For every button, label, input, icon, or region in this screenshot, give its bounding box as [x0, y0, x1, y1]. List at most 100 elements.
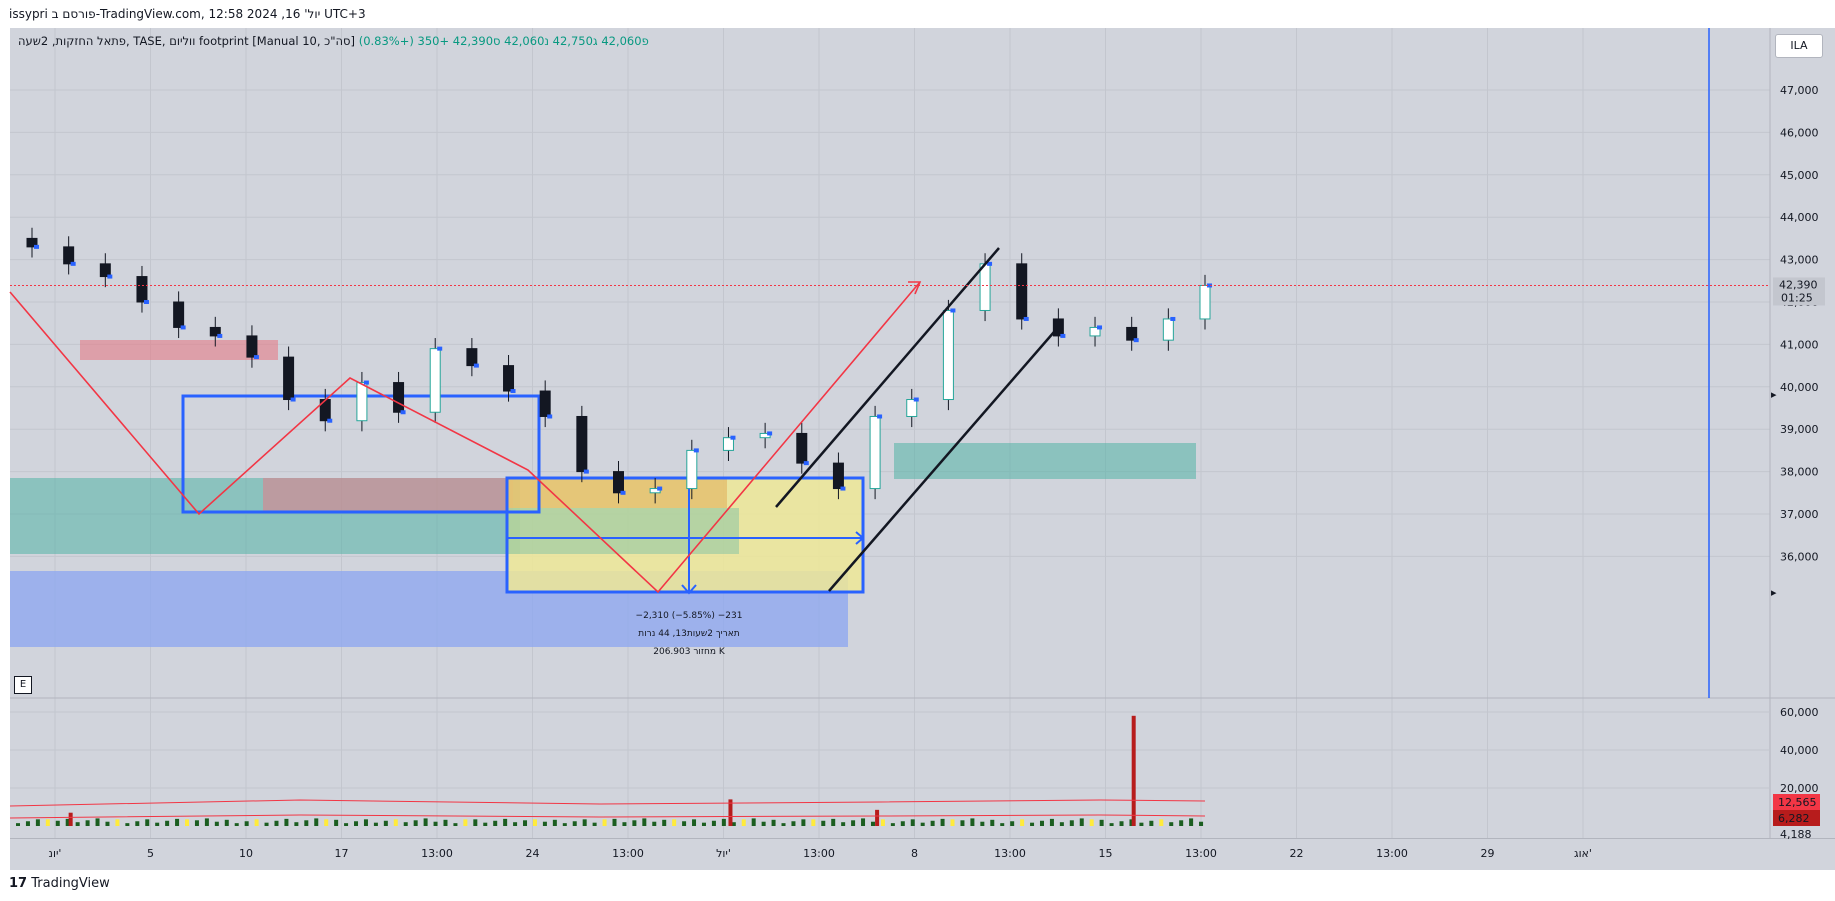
currency-button[interactable]: ILA [1775, 34, 1823, 58]
volume-bar [711, 820, 716, 826]
footprint-candle [466, 348, 478, 367]
time-tick-label: 5 [147, 847, 154, 860]
volume-bar [582, 819, 587, 826]
time-tick-label: 10 [239, 847, 253, 860]
volume-bar [244, 821, 249, 826]
price-tick-label: 36,000 [1780, 550, 1819, 563]
legend-change: +350 (+0.83%) [358, 34, 450, 48]
volume-bar [612, 818, 617, 826]
volume-tick-label: 20,000 [1780, 782, 1819, 795]
volume-bar [95, 818, 100, 826]
time-tick-label: 17 [335, 847, 349, 860]
volume-bar [115, 819, 120, 826]
volume-bottom-label: 4,188 [1780, 828, 1812, 841]
volume-bar [980, 821, 985, 826]
volume-spike-bar [728, 799, 733, 826]
overlap-zone-red [263, 478, 513, 511]
volume-bar [652, 821, 657, 826]
volume-bar [523, 820, 528, 826]
volume-bar [254, 819, 259, 826]
price-tick-label: 37,000 [1780, 508, 1819, 521]
volume-bar [204, 818, 209, 826]
footprint-candle [246, 335, 258, 358]
volume-bar [105, 821, 110, 826]
volume-bar [692, 819, 697, 826]
volume-bar [503, 818, 508, 826]
time-tick-label: 15 [1099, 847, 1113, 860]
footprint-candle [136, 276, 148, 303]
resistance-zone-red [80, 340, 278, 360]
volume-bar [1149, 820, 1154, 826]
volume-bar [721, 818, 726, 826]
volume-bar [900, 821, 905, 826]
footprint-candle [503, 365, 515, 392]
footprint-volume-cell [1060, 333, 1066, 338]
volume-bar [562, 823, 567, 826]
price-tick-label: 43,000 [1780, 254, 1819, 267]
countdown-label: 01:25 [1781, 291, 1813, 304]
volume-bar [801, 819, 806, 826]
footprint-volume-cell [1207, 283, 1212, 288]
symbol-legend[interactable]: פתאל החזקות, 2שעה, TASE, ווליום footprin… [18, 34, 649, 48]
volume-bar [55, 820, 60, 826]
footprint-candle [209, 326, 221, 337]
time-tick-label: 8 [911, 847, 918, 860]
footprint-volume-cell [363, 380, 369, 385]
footprint-candle [1199, 284, 1211, 320]
volume-bar [821, 820, 826, 826]
volume-bar [185, 819, 190, 826]
volume-bar [304, 820, 309, 826]
volume-bar [960, 820, 965, 826]
footprint-volume-cell [253, 355, 259, 360]
volume-bar [423, 818, 428, 826]
legend-low: נ42,060 [504, 34, 549, 48]
volume-bar [701, 822, 706, 826]
volume-bar [1079, 818, 1084, 826]
time-tick-label: 22 [1290, 847, 1304, 860]
volume-bar [1159, 819, 1164, 826]
footprint-volume-cell [657, 486, 663, 491]
footprint-candle [649, 488, 661, 494]
volume-bar [831, 818, 836, 826]
time-axis[interactable] [10, 838, 1835, 871]
footprint-volume-cell [987, 261, 993, 266]
volume-bar [1139, 822, 1144, 826]
volume-bar [165, 820, 170, 826]
volume-bar [1189, 818, 1194, 826]
footprint-volume-cell [180, 325, 186, 330]
range-zone-green [507, 508, 739, 554]
volume-bar [483, 822, 488, 826]
measure-line1: −2,310 (−5.85%) −231 [636, 611, 743, 621]
tradingview-logo[interactable]: 𝟭𝟳 TradingView [9, 876, 110, 891]
volume-bar [741, 819, 746, 826]
volume-bar [572, 821, 577, 826]
volume-bar [85, 820, 90, 826]
volume-bar [1119, 821, 1124, 826]
volume-bar [1069, 820, 1074, 826]
volume-bar [1089, 819, 1094, 826]
volume-bar [890, 823, 895, 826]
price-scale[interactable] [1770, 28, 1835, 838]
volume-bar [284, 818, 289, 826]
footer: 𝟭𝟳 TradingView [0, 870, 1835, 901]
volume-bar [433, 821, 438, 826]
footprint-volume-cell [510, 389, 516, 394]
footprint-candle [1016, 263, 1028, 320]
channel-lower-line [828, 331, 1055, 592]
footprint-volume-cell [143, 300, 149, 304]
events-button[interactable]: E [14, 676, 32, 694]
pattern-zigzag-line [9, 281, 921, 594]
last-price-badge [1773, 277, 1825, 306]
volume-ma-line [9, 799, 1206, 807]
time-tick-label: אוג' [1574, 847, 1592, 860]
footprint-volume-cell [217, 333, 223, 338]
footprint-candle [393, 382, 405, 413]
volume-spike-bar [875, 809, 880, 826]
footprint-candle [1126, 326, 1138, 341]
pattern-arrowhead [908, 281, 922, 295]
time-tick-label: 13:00 [994, 847, 1026, 860]
volume-bar [811, 819, 816, 826]
footprint-volume-cell [730, 435, 736, 440]
time-tick-label: 13:00 [421, 847, 453, 860]
volume-bar [224, 819, 229, 826]
